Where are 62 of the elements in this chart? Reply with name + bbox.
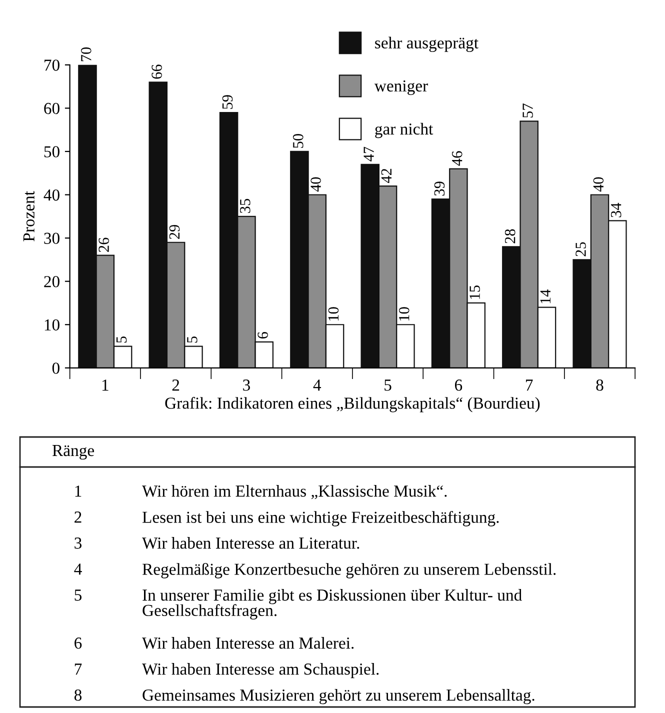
text: 2 <box>74 512 82 523</box>
text: Lesen ist bei uns eine wichtige Freizeitbeschäftigung. <box>142 511 499 526</box>
data-label: 6 <box>258 332 268 338</box>
data-label: 70 <box>81 47 92 62</box>
data-label: 35 <box>240 198 250 213</box>
data-label: 40 <box>593 177 604 192</box>
x-tick-label: 8 <box>596 380 604 391</box>
y-tick-label: 20 <box>44 276 60 288</box>
y-axis-title: Prozent <box>23 191 34 242</box>
y-tick-label: 70 <box>44 60 60 71</box>
y-tick-label: 40 <box>44 189 60 201</box>
data-label: 42 <box>381 168 392 184</box>
x-tick-label: 2 <box>172 380 180 391</box>
y-tick-label: 50 <box>44 146 60 158</box>
data-label: 28 <box>504 229 516 244</box>
x-axis-title: Grafik: Indikatoren eines „Bildungskapitals“ (Bourdieu) <box>165 396 540 412</box>
y-tick-label: 30 <box>44 232 60 244</box>
data-label: 14 <box>540 289 550 304</box>
text: Gemeinsames Musizieren gehört zu unserem Lebensalltag. <box>142 689 534 704</box>
data-label: 15 <box>470 286 480 299</box>
x-tick-label: 7 <box>526 380 533 391</box>
text: 4 <box>74 564 82 575</box>
text: Wir haben Interesse am Schauspiel. <box>142 663 379 678</box>
data-label: 25 <box>576 242 586 256</box>
y-tick-label: 10 <box>44 319 60 331</box>
y-tick-label: 0 <box>52 362 60 374</box>
x-tick-label: 3 <box>243 380 250 391</box>
text: 6 <box>74 638 82 649</box>
text: Wir haben Interesse an Literatur. <box>142 537 360 549</box>
data-label: 10 <box>328 307 339 320</box>
text: Wir hören im Elternhaus „Klassische Musik“. <box>142 485 447 500</box>
data-label: 10 <box>398 307 410 320</box>
data-label: 57 <box>522 104 533 118</box>
text: Wir haben Interesse an Malerei. <box>142 637 354 649</box>
data-label: 46 <box>452 151 462 166</box>
legend-label: sehr ausgeprägt <box>375 36 478 52</box>
data-label: 66 <box>152 64 162 79</box>
legend-label: weniger <box>374 80 428 96</box>
text: 5 <box>74 590 82 601</box>
text: 8 <box>74 689 82 701</box>
data-label: 47 <box>364 146 374 162</box>
data-label: 39 <box>434 182 445 196</box>
x-tick-label: 4 <box>313 380 322 391</box>
data-label: 26 <box>98 238 109 252</box>
text: Ränge <box>52 445 94 460</box>
text: 1 <box>75 486 82 497</box>
legend-label: gar nicht <box>375 122 434 138</box>
data-label: 34 <box>610 202 622 218</box>
data-label: 5 <box>116 336 127 343</box>
data-label: 29 <box>169 224 180 239</box>
data-label: 59 <box>222 95 233 109</box>
x-tick-label: 1 <box>102 380 108 391</box>
text: In unserer Familie gibt es Diskussionen über Kultur- und Gesellschaftsfragen. <box>142 589 522 620</box>
text: Regelmäßige Konzertbesuche gehören zu unserem Lebensstil. <box>142 563 556 578</box>
x-tick-label: 6 <box>454 380 462 391</box>
data-label: 5 <box>187 336 198 343</box>
text: 7 <box>74 664 82 675</box>
x-tick-label: 5 <box>384 380 392 391</box>
text: 3 <box>74 538 82 549</box>
data-label: 40 <box>310 177 321 192</box>
y-tick-label: 60 <box>44 102 60 114</box>
data-label: 50 <box>292 134 304 148</box>
